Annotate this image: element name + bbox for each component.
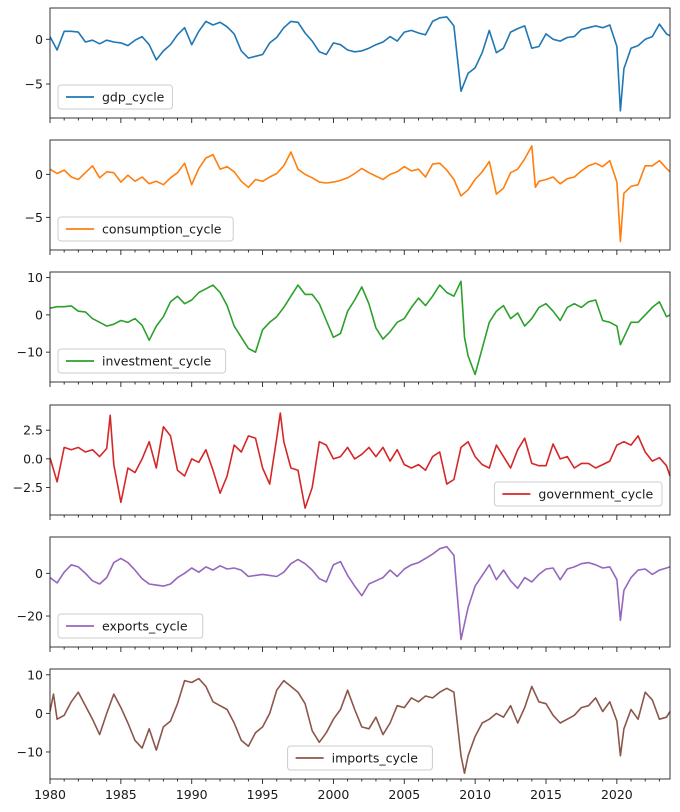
government_cycle-y-tick-label: −2.5 <box>13 480 43 495</box>
investment_cycle-y-tick-label: 10 <box>27 270 43 285</box>
government_cycle-legend-label: government_cycle <box>538 487 653 502</box>
government_cycle-y-tick-label: 2.5 <box>23 423 43 438</box>
gdp_cycle-legend-box <box>57 84 173 110</box>
panel-gdp_cycle: 0 −5 gdp_cycle <box>25 7 671 123</box>
government_cycle-axes-frame <box>49 404 671 516</box>
exports_cycle-y-tick-label: −20 <box>17 609 43 624</box>
exports_cycle-legend: exports_cycle <box>57 613 204 639</box>
gdp_cycle-series-line <box>49 16 671 112</box>
imports_cycle-legend: imports_cycle <box>287 745 433 771</box>
consumption_cycle-y-tick-label: −5 <box>25 210 43 225</box>
panel-consumption_cycle: 0 −5 consumption_cycle <box>25 139 671 255</box>
exports_cycle-legend-box <box>57 613 204 639</box>
investment_cycle-legend-box <box>57 348 227 374</box>
panel-imports_cycle: 10 0 −10 imports_cycle <box>17 667 671 784</box>
investment_cycle-legend: investment_cycle <box>57 348 227 374</box>
investment_cycle-axes-frame <box>49 271 671 383</box>
investment_cycle-y-tick-label: −10 <box>17 345 43 360</box>
gdp_cycle-y-tick-label: −5 <box>25 77 43 92</box>
x-tick-label: 1990 <box>176 787 208 802</box>
consumption_cycle-series-line <box>49 145 671 243</box>
government_cycle-series-line <box>49 412 671 509</box>
investment_cycle-series-line <box>49 280 671 376</box>
imports_cycle-y-tick-label: −10 <box>17 744 43 759</box>
gdp_cycle-legend-label: gdp_cycle <box>102 90 165 105</box>
government_cycle-legend: government_cycle <box>493 481 663 507</box>
x-tick-label: 1985 <box>105 787 137 802</box>
gdp_cycle-legend: gdp_cycle <box>57 84 173 110</box>
imports_cycle-series-line <box>49 677 671 774</box>
gdp_cycle-axes-frame <box>49 7 671 119</box>
x-tick-label: 2015 <box>530 787 562 802</box>
consumption_cycle-legend-label: consumption_cycle <box>102 222 222 237</box>
investment_cycle-legend-label: investment_cycle <box>102 354 211 369</box>
x-tick-label: 2020 <box>601 787 633 802</box>
panel-government_cycle: 2.5 0.0 −2.5 government_cycle <box>13 404 671 520</box>
imports_cycle-legend-box <box>287 745 433 771</box>
exports_cycle-y-tick-label: 0 <box>35 566 43 581</box>
x-tick-label: 2000 <box>318 787 350 802</box>
gdp_cycle-y-tick-label: 0 <box>35 32 43 47</box>
panel-exports_cycle: 0 −20 exports_cycle <box>17 536 671 652</box>
x-tick-label: 2010 <box>459 787 491 802</box>
exports_cycle-series-line <box>49 545 671 641</box>
consumption_cycle-legend: consumption_cycle <box>57 216 234 242</box>
x-tick-label: 2005 <box>388 787 420 802</box>
x-tick-label: 1995 <box>247 787 279 802</box>
government_cycle-legend-box <box>493 481 663 507</box>
imports_cycle-y-tick-label: 10 <box>27 667 43 682</box>
imports_cycle-y-tick-label: 0 <box>35 706 43 721</box>
consumption_cycle-axes-frame <box>49 139 671 251</box>
government_cycle-y-tick-label: 0.0 <box>23 451 43 466</box>
exports_cycle-legend-label: exports_cycle <box>102 619 188 634</box>
consumption_cycle-y-tick-label: 0 <box>35 167 43 182</box>
exports_cycle-axes-frame <box>49 536 671 648</box>
x-tick-label: 1980 <box>34 787 66 802</box>
imports_cycle-legend-label: imports_cycle <box>332 751 419 766</box>
panel-investment_cycle: 10 0 −10 investment_cycle <box>17 270 671 387</box>
imports_cycle-axes-frame <box>49 668 671 780</box>
investment_cycle-y-tick-label: 0 <box>35 307 43 322</box>
consumption_cycle-legend-box <box>57 216 234 242</box>
